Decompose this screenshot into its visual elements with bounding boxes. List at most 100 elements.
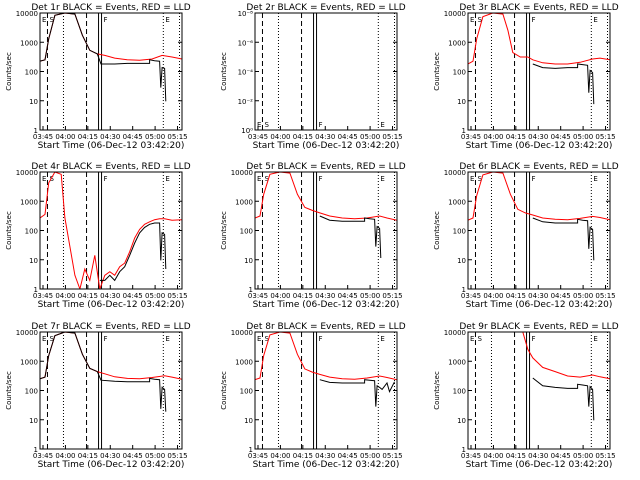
y-tick-label: 10 — [457, 257, 466, 265]
x-tick-label: 04:30 — [528, 452, 548, 460]
x-tick-label: 04:30 — [100, 452, 120, 460]
y-tick-label: 1 — [462, 286, 466, 294]
x-tick-label: 04:00 — [55, 292, 75, 300]
x-tick-label: 05:15 — [382, 133, 402, 141]
marker-label-f: F — [532, 175, 536, 183]
y-tick-label: 1000 — [448, 358, 466, 366]
series-events-line — [40, 13, 167, 102]
panel-title: Det 2r BLACK = Events, RED = LLD — [246, 3, 405, 13]
y-axis-label: Counts/sec — [220, 211, 228, 250]
marker-label-e: E — [165, 16, 169, 24]
x-tick-label: 05:15 — [167, 452, 187, 460]
marker-label-e: E — [593, 175, 597, 183]
x-tick-label: 04:30 — [100, 292, 120, 300]
marker-label-f: F — [104, 16, 108, 24]
marker-label-e0: E — [257, 121, 261, 129]
y-axis-label: Counts/sec — [433, 211, 441, 250]
x-axis-label: Start Time (06-Dec-12 03:42:20) — [38, 300, 185, 310]
x-tick-label: 04:15 — [293, 133, 313, 141]
marker-label-s: S — [264, 335, 269, 343]
x-tick-label: 05:00 — [145, 133, 165, 141]
y-axis-label: Counts/sec — [220, 371, 228, 410]
series-lld-line — [40, 172, 182, 289]
x-tick-label: 05:00 — [573, 133, 593, 141]
x-tick-label: 04:00 — [55, 133, 75, 141]
marker-label-s: S — [477, 16, 482, 24]
x-tick-label: 03:45 — [248, 292, 268, 300]
y-tick-label: 1000 — [235, 358, 253, 366]
x-tick-label: 03:45 — [33, 452, 53, 460]
panel-title: Det 4r BLACK = Events, RED = LLD — [31, 162, 190, 172]
marker-label-f: F — [319, 175, 323, 183]
series-events-line — [319, 215, 382, 259]
y-tick-label: 100 — [25, 388, 38, 396]
x-tick-label: 04:00 — [270, 452, 290, 460]
y-tick-label: 100 — [240, 388, 253, 396]
y-axis-label: Counts/sec — [5, 52, 13, 91]
y-tick-label: 100 — [453, 388, 466, 396]
y-tick-label: 100 — [25, 69, 38, 77]
x-tick-label: 04:45 — [338, 292, 358, 300]
marker-label-f: F — [104, 175, 108, 183]
x-tick-label: 04:15 — [293, 452, 313, 460]
x-tick-label: 04:00 — [483, 292, 503, 300]
marker-label-e: E — [380, 121, 384, 129]
marker-label-s: S — [49, 16, 54, 24]
plot-frame — [39, 171, 183, 290]
plot-frame — [254, 171, 398, 290]
y-tick-label: 1000 — [20, 198, 38, 206]
marker-label-s: S — [264, 175, 269, 183]
x-axis-label: Start Time (06-Dec-12 03:42:20) — [466, 300, 613, 310]
x-tick-label: 04:15 — [78, 292, 98, 300]
x-tick-label: 04:45 — [338, 452, 358, 460]
x-tick-label: 04:15 — [78, 452, 98, 460]
x-tick-label: 04:15 — [293, 292, 313, 300]
plot-frame — [39, 12, 183, 131]
y-tick-label: 1 — [34, 286, 38, 294]
marker-label-e: E — [593, 335, 597, 343]
y-tick-label: 1 — [249, 286, 253, 294]
panel-title: Det 6r BLACK = Events, RED = LLD — [459, 162, 618, 172]
x-axis-label: Start Time (06-Dec-12 03:42:20) — [253, 300, 400, 310]
x-tick-label: 04:15 — [506, 292, 526, 300]
marker-label-f: F — [532, 335, 536, 343]
marker-label-e0: E — [257, 335, 261, 343]
y-tick-label: 10 — [29, 98, 38, 106]
panel-title: Det 5r BLACK = Events, RED = LLD — [246, 162, 405, 172]
y-tick-label: 10000 — [444, 329, 466, 337]
x-tick-label: 04:30 — [528, 133, 548, 141]
x-tick-label: 04:45 — [551, 133, 571, 141]
x-tick-label: 05:15 — [167, 292, 187, 300]
x-tick-label: 04:45 — [123, 292, 143, 300]
y-tick-label: 10000 — [444, 169, 466, 177]
y-tick-label: 100 — [240, 228, 253, 236]
marker-label-e0: E — [257, 175, 261, 183]
x-tick-label: 03:45 — [248, 133, 268, 141]
plot-frame — [467, 171, 611, 290]
x-axis-label: Start Time (06-Dec-12 03:42:20) — [466, 141, 613, 151]
marker-label-e: E — [165, 335, 169, 343]
series-events-line — [99, 222, 167, 282]
marker-label-e0: E — [42, 175, 46, 183]
x-axis-label: Start Time (06-Dec-12 03:42:20) — [38, 460, 185, 470]
x-axis-label: Start Time (06-Dec-12 03:42:20) — [253, 141, 400, 151]
x-tick-label: 03:45 — [461, 292, 481, 300]
marker-label-f: F — [319, 121, 323, 129]
x-tick-label: 03:45 — [33, 292, 53, 300]
panel-title: Det 9r BLACK = Events, RED = LLD — [459, 322, 618, 332]
series-lld-line — [468, 13, 610, 65]
y-tick-label: 1000 — [20, 358, 38, 366]
x-tick-label: 04:15 — [506, 452, 526, 460]
y-tick-label: 10⁻² — [238, 98, 254, 106]
panel-title: Det 8r BLACK = Events, RED = LLD — [246, 322, 405, 332]
x-tick-label: 05:15 — [595, 452, 615, 460]
x-tick-label: 05:00 — [360, 133, 380, 141]
x-tick-label: 04:00 — [270, 133, 290, 141]
y-axis-label: Counts/sec — [5, 371, 13, 410]
marker-label-f: F — [104, 335, 108, 343]
series-lld-line — [522, 332, 610, 380]
y-tick-label: 1 — [462, 127, 466, 135]
marker-label-e: E — [593, 16, 597, 24]
